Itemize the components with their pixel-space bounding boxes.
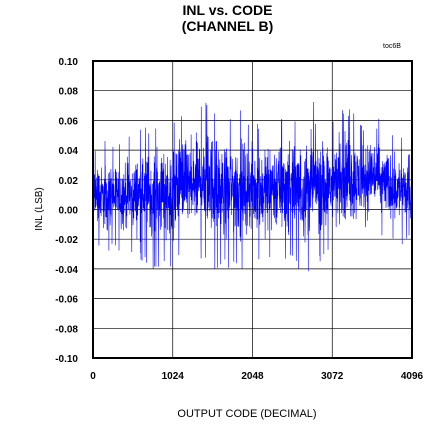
y-tick-label: 0.04 — [59, 146, 79, 157]
chart-title-line-1: INL vs. CODE — [182, 2, 273, 18]
y-axis-label: INL (LSB) — [34, 187, 45, 231]
x-tick-label: 3072 — [321, 371, 344, 382]
figure-tag: toc6B — [383, 43, 401, 50]
chart-title-line-2: (CHANNEL B) — [181, 18, 274, 34]
y-tick-label: -0.04 — [55, 265, 78, 276]
x-tick-label: 2048 — [241, 371, 264, 382]
y-tick-label: -0.10 — [55, 354, 78, 365]
x-axis-label: OUTPUT CODE (DECIMAL) — [177, 408, 316, 420]
y-tick-label: 0.06 — [59, 116, 79, 127]
x-tick-label: 4096 — [401, 371, 424, 382]
y-tick-label: -0.02 — [55, 235, 78, 246]
inl-trace — [92, 101, 413, 272]
y-tick-label: 0.08 — [59, 87, 79, 98]
y-tick-label: -0.06 — [55, 295, 78, 306]
y-tick-label: 0.10 — [59, 57, 79, 68]
x-tick-labels: 0 1024 2048 3072 4096 — [90, 371, 423, 382]
x-tick-label: 0 — [90, 371, 96, 382]
inl-trace-series — [92, 101, 413, 272]
y-tick-label: 0.00 — [59, 206, 79, 217]
y-tick-labels: 0.10 0.08 0.06 0.04 0.02 0.00 -0.02 -0.04 -0.06 -… — [55, 57, 78, 365]
y-tick-label: 0.02 — [59, 176, 79, 187]
y-tick-label: -0.08 — [55, 324, 78, 335]
x-tick-label: 1024 — [162, 371, 185, 382]
plot-frame — [92, 60, 413, 359]
